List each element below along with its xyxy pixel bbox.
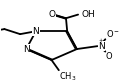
Text: O: O — [106, 52, 113, 61]
Text: $^+$: $^+$ — [97, 39, 104, 45]
Text: N: N — [23, 45, 30, 54]
Text: N: N — [98, 42, 105, 51]
Text: O: O — [49, 10, 56, 19]
Text: N: N — [32, 27, 39, 36]
Text: O$^-$: O$^-$ — [106, 28, 120, 39]
Text: CH$_3$: CH$_3$ — [59, 71, 77, 83]
Text: OH: OH — [82, 10, 95, 19]
